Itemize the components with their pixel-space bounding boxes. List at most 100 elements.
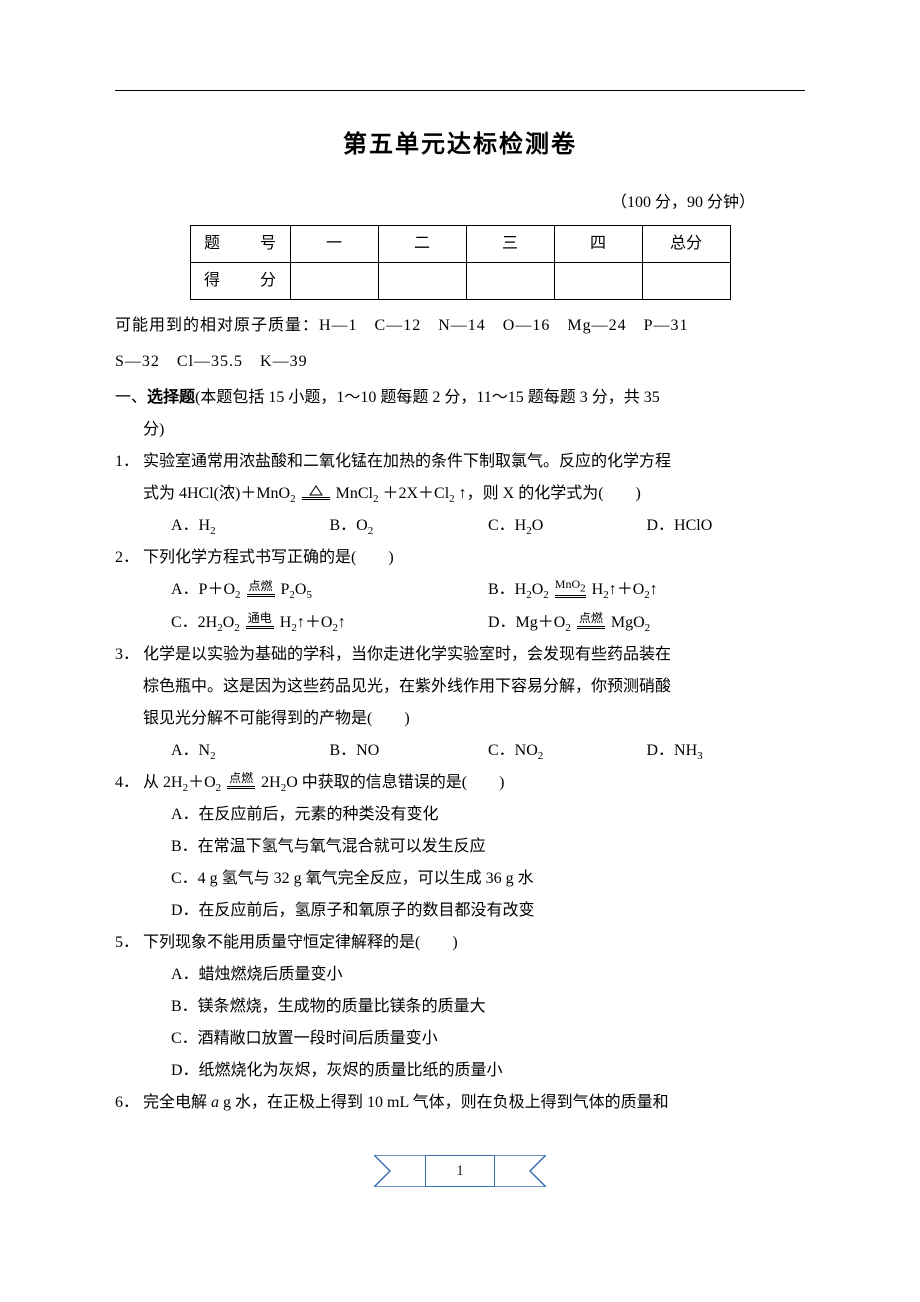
reaction-condition: 点燃 [575, 612, 607, 630]
sub: 2 [235, 590, 241, 602]
reaction-condition: 通电 [244, 612, 276, 630]
var-a: a [211, 1094, 219, 1111]
table-row: 得 分 [190, 263, 730, 300]
opt-c: C．NO2 [488, 735, 647, 767]
txt: A．N [171, 742, 210, 759]
txt: g 水，在正极上得到 10 mL 气体，则在负极上得到气体的质量和 [219, 1094, 669, 1111]
atomic-mass-line1: 可能用到的相对原子质量：H—1 C—12 N—14 O—16 Mg—24 P—3… [115, 310, 805, 342]
txt: ↑ [650, 581, 658, 598]
cond-text: MnO2 [555, 578, 586, 594]
sub: 2 [373, 493, 379, 505]
txt: ↑＋O [609, 581, 645, 598]
txt: C．NO [488, 742, 538, 759]
sub: 2 [234, 622, 240, 634]
txt: 完全电解 [143, 1094, 211, 1111]
txt: ↑ [338, 614, 346, 631]
section-desc: (本题包括 15 小题，1～10 题每题 2 分，11～15 题每题 3 分，共… [195, 382, 660, 414]
q-text: 下列化学方程式书写正确的是( ) [143, 542, 805, 574]
q1-line2: 式为 4HCl(浓)＋MnO2 MnCl2 ＋2X＋Cl2 ↑，则 X 的化学式… [115, 478, 805, 510]
opt-a: A．P＋O2 点燃 P2O5 [171, 574, 488, 606]
section-desc-cont: 分) [115, 414, 805, 446]
opt-a: A．H2 [171, 510, 330, 542]
txt: ↑＋O [297, 614, 333, 631]
sub: 2 [210, 525, 216, 537]
txt: O 中获取的信息错误的是( ) [286, 774, 504, 791]
section-header: 一、 选择题 (本题包括 15 小题，1～10 题每题 2 分，11～15 题每… [115, 382, 805, 414]
opt-b: B．NO [330, 735, 489, 767]
txt: O [295, 581, 307, 598]
opt-d: D．HClO [647, 510, 806, 542]
txt: MnO [555, 577, 580, 591]
txt: ＋O [188, 774, 216, 791]
txt: C．2H [171, 614, 217, 631]
txt: ＋2X＋Cl [382, 485, 449, 502]
q1-options: A．H2 B．O2 C．H2O D．HClO [115, 510, 805, 542]
txt: D．NH [647, 742, 698, 759]
cond-text: 点燃 [247, 580, 275, 593]
page-footer: 1 [115, 1155, 805, 1199]
txt: D．Mg＋O [488, 614, 565, 631]
cell: 四 [554, 226, 642, 263]
q-num: 3． [115, 639, 143, 671]
q-num: 2． [115, 542, 143, 574]
txt: O [532, 581, 544, 598]
sub: 3 [697, 750, 703, 762]
top-rule [115, 90, 805, 91]
q3-l2: 棕色瓶中。这是因为这些药品见光，在紫外线作用下容易分解，你预测硝酸 [115, 671, 805, 703]
page-ribbon: 1 [374, 1155, 546, 1187]
opt-d: D．纸燃烧化为灰烬，灰烬的质量比纸的质量小 [115, 1055, 805, 1087]
sub: 2 [290, 493, 296, 505]
question-4: 4． 从 2H2＋O2 点燃 2H2O 中获取的信息错误的是( ) [115, 767, 805, 799]
txt: MgO [611, 614, 645, 631]
q-num: 1． [115, 446, 143, 478]
opt-c: C．2H2O2 通电 H2↑＋O2↑ [171, 607, 488, 639]
opt-c: C．4 g 氢气与 32 g 氧气完全反应，可以生成 36 g 水 [115, 863, 805, 895]
q2-row2: C．2H2O2 通电 H2↑＋O2↑ D．Mg＋O2 点燃 MgO2 [115, 607, 805, 639]
opt-c: C．H2O [488, 510, 647, 542]
txt: A．H [171, 517, 210, 534]
reaction-condition: 点燃 [245, 580, 277, 598]
txt: 从 2H [143, 774, 183, 791]
table-row: 题 号 一 二 三 四 总分 [190, 226, 730, 263]
cell: 得 分 [190, 263, 290, 300]
txt: 2H [261, 774, 281, 791]
q-num: 6． [115, 1087, 143, 1119]
q-text: 化学是以实验为基础的学科，当你走进化学实验室时，会发现有些药品装在 [143, 639, 805, 671]
sub: 2 [216, 782, 222, 794]
sub: 2 [210, 750, 216, 762]
ribbon-right-icon [494, 1155, 546, 1187]
opt-a: A．在反应前后，元素的种类没有变化 [115, 799, 805, 831]
page-number: 1 [425, 1155, 495, 1187]
cell: 一 [290, 226, 378, 263]
opt-c: C．酒精敞口放置一段时间后质量变小 [115, 1023, 805, 1055]
opt-a: A．蜡烛燃烧后质量变小 [115, 959, 805, 991]
question-3: 3． 化学是以实验为基础的学科，当你走进化学实验室时，会发现有些药品装在 [115, 639, 805, 671]
sub: 2 [580, 582, 586, 594]
question-5: 5． 下列现象不能用质量守恒定律解释的是( ) [115, 927, 805, 959]
cell: 题 号 [190, 226, 290, 263]
cond-text: 点燃 [227, 772, 255, 785]
question-1: 1． 实验室通常用浓盐酸和二氧化锰在加热的条件下制取氯气。反应的化学方程 [115, 446, 805, 478]
q3-options: A．N2 B．NO C．NO2 D．NH3 [115, 735, 805, 767]
cell [554, 263, 642, 300]
opt-d: D．在反应前后，氢原子和氧原子的数目都没有改变 [115, 895, 805, 927]
cond-text: 点燃 [577, 612, 605, 625]
question-6: 6． 完全电解 a g 水，在正极上得到 10 mL 气体，则在负极上得到气体的… [115, 1087, 805, 1119]
opt-a: A．N2 [171, 735, 330, 767]
sub: 2 [368, 525, 374, 537]
reaction-condition-heat [300, 483, 332, 501]
txt: B．O [330, 517, 368, 534]
txt: A．P＋O [171, 581, 235, 598]
txt: H [592, 581, 604, 598]
cell: 三 [466, 226, 554, 263]
reaction-condition: 点燃 [225, 772, 257, 790]
q-text: 完全电解 a g 水，在正极上得到 10 mL 气体，则在负极上得到气体的质量和 [143, 1087, 805, 1119]
page-title: 第五单元达标检测卷 [115, 121, 805, 169]
opt-b: B．O2 [330, 510, 489, 542]
q-num: 5． [115, 927, 143, 959]
cell [290, 263, 378, 300]
opt-d: D．Mg＋O2 点燃 MgO2 [488, 607, 805, 639]
q3-l3: 银见光分解不可能得到的产物是( ) [115, 703, 805, 735]
reaction-condition: MnO2 [553, 578, 588, 599]
sub: 2 [543, 590, 549, 602]
